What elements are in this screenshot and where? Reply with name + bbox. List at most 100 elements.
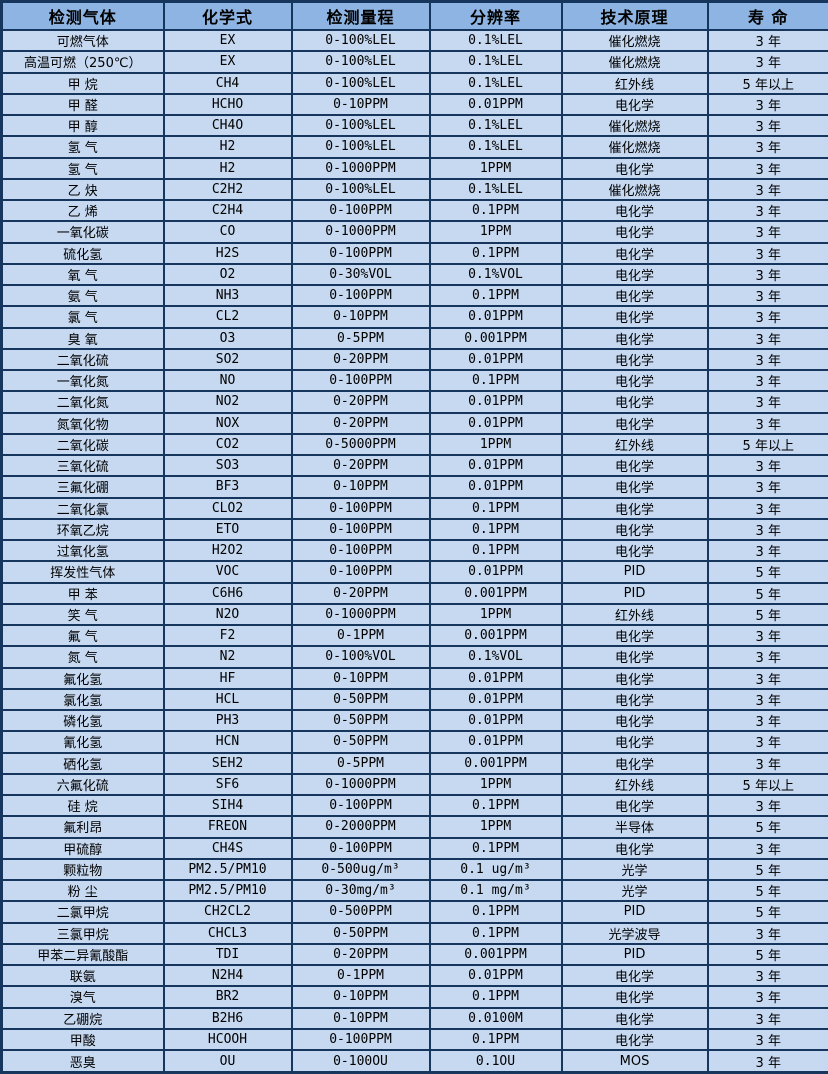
cell-range: 0-100%VOL xyxy=(290,645,431,669)
cell-formula: OU xyxy=(162,1049,293,1074)
cell-range: 0-100PPM xyxy=(290,241,431,265)
cell-lifespan: 3 年 xyxy=(706,92,828,117)
cell-resolution: 0.1 ug/m³ xyxy=(428,857,563,882)
cell-resolution: 0.01PPM xyxy=(428,453,563,478)
cell-formula: SO2 xyxy=(162,347,293,372)
cell-range: 0-100PPM xyxy=(290,198,431,223)
cell-lifespan: 3 年 xyxy=(706,963,828,988)
cell-range: 0-20PPM xyxy=(290,411,431,435)
cell-lifespan: 3 年 xyxy=(706,1049,828,1074)
cell-principle: 电化学 xyxy=(560,751,709,775)
cell-range: 0-50PPM xyxy=(290,708,431,733)
table-row: 溴气 BR2 0-10PPM 0.1PPM 电化学 3 年 xyxy=(0,985,828,1009)
cell-lifespan: 3 年 xyxy=(706,177,828,202)
cell-resolution: 0.1PPM xyxy=(428,985,563,1009)
cell-formula: CH4O xyxy=(162,113,293,138)
cell-lifespan: 3 年 xyxy=(706,517,828,542)
table-row: 二氧化氯 CLO2 0-100PPM 0.1PPM 电化学 3 年 xyxy=(0,496,828,520)
cell-lifespan: 5 年以上 xyxy=(706,772,828,797)
cell-gas: 六氟化硫 xyxy=(0,772,165,797)
cell-resolution: 0.01PPM xyxy=(428,730,563,754)
cell-gas: 可燃气体 xyxy=(0,28,165,53)
cell-principle: 电化学 xyxy=(560,220,709,244)
table-row: 挥发性气体 VOC 0-100PPM 0.01PPM PID 5 年 xyxy=(0,560,828,584)
table-row: 氢 气 H2 0-1000PPM 1PPM 电化学 3 年 xyxy=(0,156,828,180)
cell-range: 0-100%LEL xyxy=(290,71,431,95)
cell-resolution: 0.001PPM xyxy=(428,623,563,648)
cell-resolution: 0.01PPM xyxy=(428,560,563,584)
cell-formula: SEH2 xyxy=(162,751,293,775)
cell-resolution: 0.1PPM xyxy=(428,538,563,563)
cell-range: 0-1000PPM xyxy=(290,156,431,180)
cell-gas: 笑 气 xyxy=(0,602,165,627)
cell-principle: 电化学 xyxy=(560,623,709,648)
table-row: 甲 醛 HCHO 0-10PPM 0.01PPM 电化学 3 年 xyxy=(0,92,828,117)
table-row: 高温可燃（250℃） EX 0-100%LEL 0.1%LEL 催化燃烧 3 年 xyxy=(0,50,828,74)
cell-range: 0-100PPM xyxy=(290,538,431,563)
cell-gas: 氯化氢 xyxy=(0,687,165,712)
cell-formula: PM2.5/PM10 xyxy=(162,857,293,882)
cell-principle: 电化学 xyxy=(560,538,709,563)
cell-resolution: 0.1PPM xyxy=(428,793,563,818)
cell-principle: 电化学 xyxy=(560,475,709,499)
cell-gas: 二氯甲烷 xyxy=(0,900,165,924)
cell-gas: 臭 氧 xyxy=(0,326,165,350)
cell-principle: 催化燃烧 xyxy=(560,177,709,202)
cell-range: 0-1000PPM xyxy=(290,772,431,797)
cell-gas: 环氧乙烷 xyxy=(0,517,165,542)
cell-principle: 电化学 xyxy=(560,836,709,860)
cell-gas: 硫化氢 xyxy=(0,241,165,265)
cell-range: 0-100PPM xyxy=(290,496,431,520)
cell-formula: NOX xyxy=(162,411,293,435)
cell-gas: 氨 气 xyxy=(0,283,165,308)
cell-range: 0-100PPM xyxy=(290,1027,431,1052)
cell-principle: 电化学 xyxy=(560,305,709,329)
header-cell-resolution: 分辨率 xyxy=(428,0,563,31)
cell-range: 0-1PPM xyxy=(290,963,431,988)
cell-formula: HCN xyxy=(162,730,293,754)
cell-formula: EX xyxy=(162,28,293,53)
cell-formula: CHCL3 xyxy=(162,921,293,945)
cell-resolution: 0.1%LEL xyxy=(428,177,563,202)
cell-principle: 电化学 xyxy=(560,283,709,308)
cell-lifespan: 3 年 xyxy=(706,453,828,478)
cell-lifespan: 5 年 xyxy=(706,581,828,605)
table-row: 甲酸 HCOOH 0-100PPM 0.1PPM 电化学 3 年 xyxy=(0,1027,828,1052)
cell-principle: 电化学 xyxy=(560,241,709,265)
cell-range: 0-100PPM xyxy=(290,283,431,308)
cell-range: 0-100%LEL xyxy=(290,177,431,202)
cell-principle: 红外线 xyxy=(560,71,709,95)
cell-formula: SIH4 xyxy=(162,793,293,818)
cell-resolution: 1PPM xyxy=(428,815,563,839)
cell-resolution: 1PPM xyxy=(428,602,563,627)
cell-formula: EX xyxy=(162,50,293,74)
cell-range: 0-100%LEL xyxy=(290,50,431,74)
cell-gas: 甲 醛 xyxy=(0,92,165,117)
cell-range: 0-500PPM xyxy=(290,900,431,924)
cell-formula: NO2 xyxy=(162,390,293,414)
cell-formula: SO3 xyxy=(162,453,293,478)
cell-lifespan: 3 年 xyxy=(706,666,828,690)
cell-lifespan: 3 年 xyxy=(706,1006,828,1030)
cell-resolution: 0.1PPM xyxy=(428,921,563,945)
cell-formula: HCL xyxy=(162,687,293,712)
cell-lifespan: 5 年 xyxy=(706,900,828,924)
table-row: 二氯甲烷 CH2CL2 0-500PPM 0.1PPM PID 5 年 xyxy=(0,900,828,924)
cell-principle: MOS xyxy=(560,1049,709,1074)
table-row: 硒化氢 SEH2 0-5PPM 0.001PPM 电化学 3 年 xyxy=(0,751,828,775)
cell-gas: 氟 气 xyxy=(0,623,165,648)
table-row: 环氧乙烷 ETO 0-100PPM 0.1PPM 电化学 3 年 xyxy=(0,517,828,542)
cell-lifespan: 3 年 xyxy=(706,411,828,435)
cell-resolution: 0.1PPM xyxy=(428,517,563,542)
cell-resolution: 0.001PPM xyxy=(428,942,563,967)
cell-lifespan: 3 年 xyxy=(706,496,828,520)
cell-gas: 氢 气 xyxy=(0,135,165,159)
cell-formula: B2H6 xyxy=(162,1006,293,1030)
cell-resolution: 0.1%LEL xyxy=(428,71,563,95)
table-row: 氮 气 N2 0-100%VOL 0.1%VOL 电化学 3 年 xyxy=(0,645,828,669)
cell-resolution: 1PPM xyxy=(428,432,563,457)
cell-gas: 颗粒物 xyxy=(0,857,165,882)
cell-principle: 光学波导 xyxy=(560,921,709,945)
table-row: 三氯甲烷 CHCL3 0-50PPM 0.1PPM 光学波导 3 年 xyxy=(0,921,828,945)
